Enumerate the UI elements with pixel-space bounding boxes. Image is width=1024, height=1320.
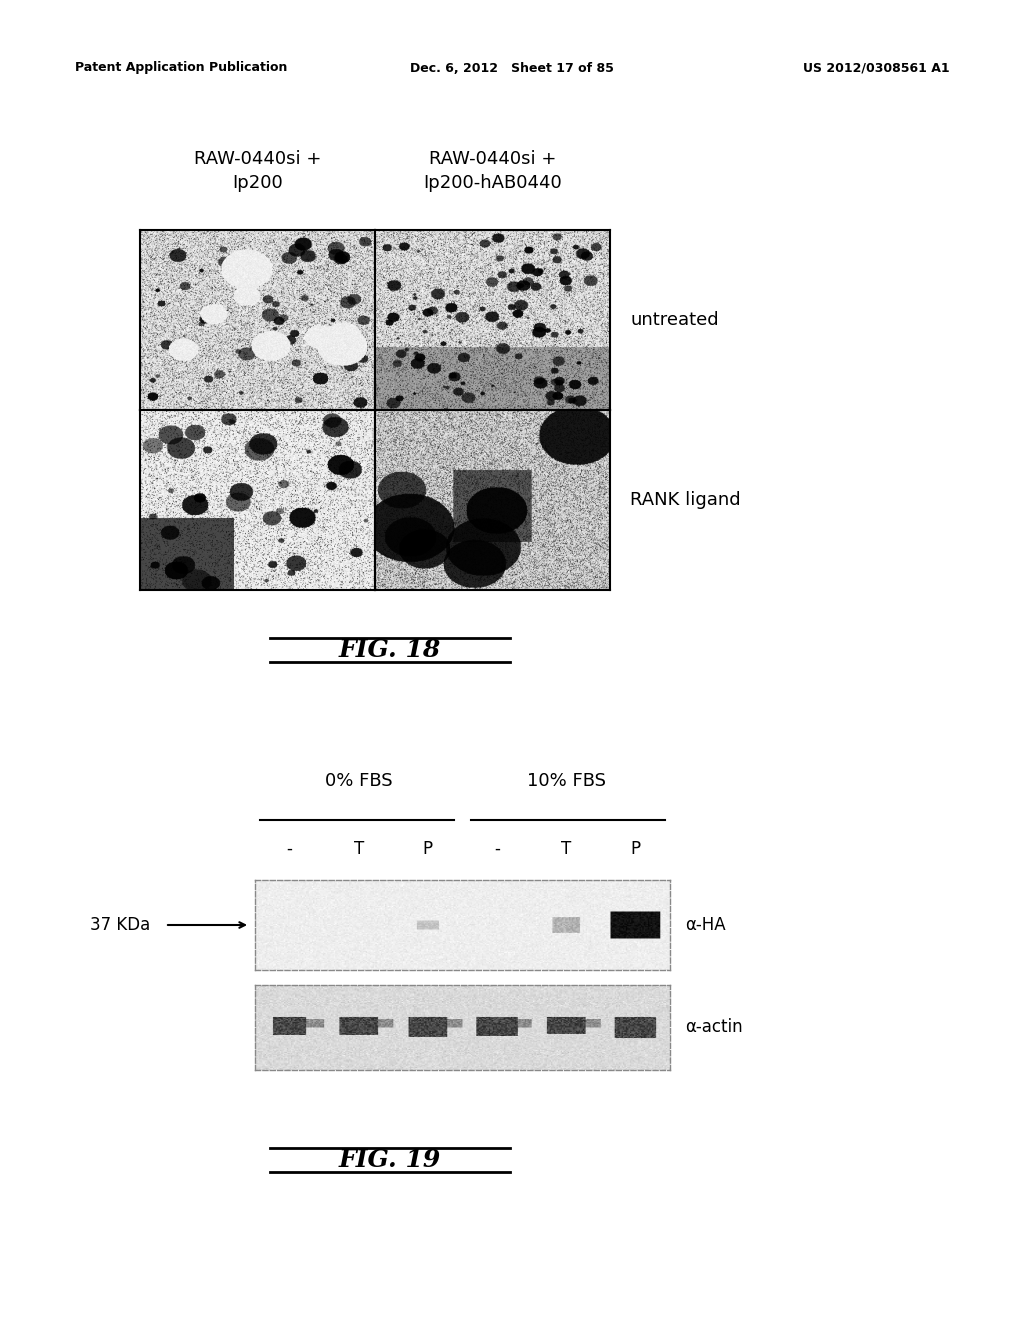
Text: untreated: untreated	[630, 312, 719, 329]
Text: 0% FBS: 0% FBS	[325, 772, 392, 789]
Text: RANK ligand: RANK ligand	[630, 491, 740, 510]
Text: RAW-0440si +
Ip200-hAB0440: RAW-0440si + Ip200-hAB0440	[423, 150, 562, 191]
Text: US 2012/0308561 A1: US 2012/0308561 A1	[804, 62, 950, 74]
Text: -: -	[495, 840, 500, 858]
Text: Dec. 6, 2012   Sheet 17 of 85: Dec. 6, 2012 Sheet 17 of 85	[410, 62, 614, 74]
Text: α-actin: α-actin	[685, 1019, 742, 1036]
Text: P: P	[423, 840, 433, 858]
Text: 37 KDa: 37 KDa	[90, 916, 150, 935]
Text: T: T	[561, 840, 571, 858]
Text: -: -	[287, 840, 293, 858]
Text: FIG. 18: FIG. 18	[339, 638, 441, 663]
Text: FIG. 19: FIG. 19	[339, 1148, 441, 1172]
Text: P: P	[631, 840, 640, 858]
Text: 10% FBS: 10% FBS	[526, 772, 606, 789]
Text: T: T	[353, 840, 364, 858]
Text: Patent Application Publication: Patent Application Publication	[75, 62, 288, 74]
Text: α-HA: α-HA	[685, 916, 726, 935]
Text: RAW-0440si +
Ip200: RAW-0440si + Ip200	[194, 150, 322, 191]
